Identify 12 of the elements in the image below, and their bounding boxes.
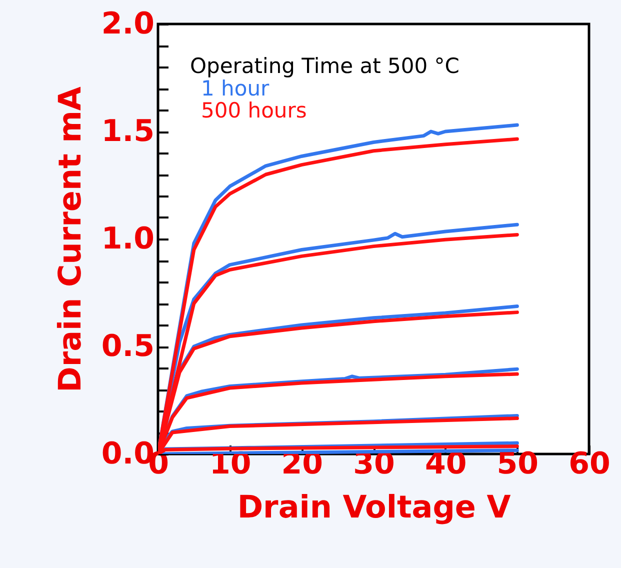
text: 1 hour — [201, 76, 270, 100]
x-tick-label: 60 — [568, 446, 610, 482]
legend-title: Operating Time at 500 °C — [190, 54, 460, 78]
x-tick-label: 40 — [424, 446, 467, 482]
y-tick-label: 2.0 — [101, 6, 154, 42]
x-tick-label: 50 — [496, 446, 539, 482]
y-tick-label: 0.5 — [101, 329, 154, 364]
x-axis-title: Drain Voltage V — [237, 490, 511, 526]
series-label: 500 hours — [201, 98, 307, 122]
y-tick-label: 1.5 — [101, 114, 154, 149]
y-axis-title: Drain Current mA — [52, 86, 88, 392]
y-tick-label: 1.0 — [101, 222, 154, 256]
